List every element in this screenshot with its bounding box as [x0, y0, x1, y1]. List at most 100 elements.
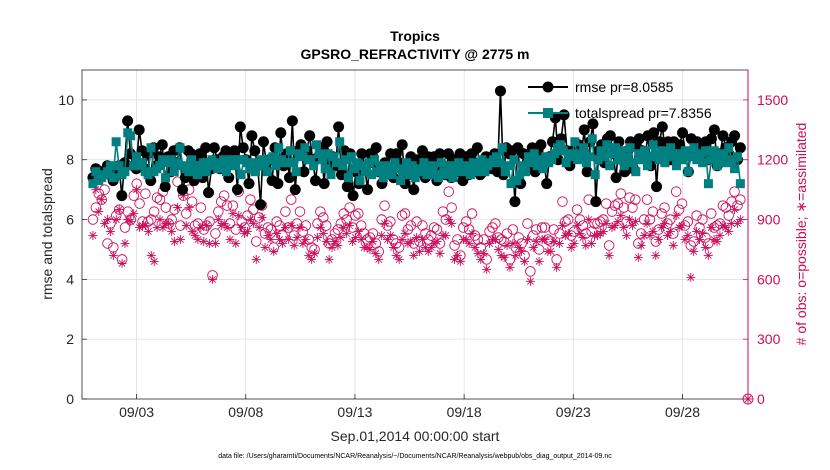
rmse-marker — [122, 115, 134, 127]
totalspread-marker — [111, 137, 121, 147]
totalspread-marker — [567, 149, 577, 159]
totalspread-marker — [683, 167, 693, 177]
totalspread-marker — [245, 164, 255, 174]
totalspread-marker — [698, 158, 708, 168]
assimilated-obs-marker — [234, 211, 244, 221]
rmse-marker — [471, 142, 483, 154]
y-right-tick-label: 600 — [757, 271, 781, 287]
totalspread-marker — [131, 152, 141, 162]
rmse-marker — [408, 184, 420, 196]
assimilated-obs-marker — [312, 232, 322, 242]
assimilated-obs-marker — [697, 229, 707, 239]
totalspread-marker — [370, 155, 380, 165]
assimilated-obs-marker — [415, 246, 425, 256]
totalspread-marker — [346, 152, 356, 162]
totalspread-marker — [558, 146, 568, 156]
assimilated-obs-marker — [280, 223, 290, 233]
totalspread-marker — [335, 137, 345, 147]
totalspread-marker — [689, 143, 699, 153]
assimilated-obs-marker — [689, 246, 699, 256]
possible-obs-marker — [571, 204, 583, 215]
totalspread-marker — [503, 161, 513, 171]
assimilated-obs-marker — [242, 227, 252, 237]
possible-obs-marker — [458, 222, 469, 233]
totalspread-marker — [314, 149, 324, 159]
assimilated-obs-marker — [572, 221, 582, 231]
totalspread-marker — [576, 149, 586, 159]
x-tick-label: 09/13 — [337, 404, 372, 420]
possible-obs-marker — [705, 208, 717, 219]
totalspread-marker — [587, 134, 597, 144]
assimilated-obs-marker — [336, 232, 346, 242]
rmse-marker — [494, 85, 506, 97]
assimilated-obs-marker — [706, 223, 716, 233]
assimilated-obs-marker — [499, 252, 509, 262]
possible-obs-marker — [507, 224, 519, 235]
possible-obs-marker — [396, 210, 408, 221]
assimilated-obs-marker — [245, 215, 255, 225]
plot-area — [82, 70, 748, 399]
totalspread-marker — [227, 155, 237, 165]
possible-obs-marker — [218, 190, 230, 201]
chart-title: Tropics — [390, 28, 440, 44]
totalspread-marker — [462, 161, 472, 171]
possible-obs-marker — [624, 192, 635, 203]
rmse-marker — [362, 184, 373, 196]
legend-marker-rmse — [542, 81, 554, 93]
possible-obs-marker — [300, 220, 312, 231]
assimilated-obs-marker — [584, 215, 594, 225]
possible-obs-marker — [659, 202, 670, 213]
totalspread-marker — [608, 149, 618, 159]
assimilated-obs-marker — [575, 229, 585, 239]
totalspread-marker — [114, 161, 124, 171]
totalspread-marker — [599, 152, 609, 162]
possible-obs-marker — [186, 196, 198, 207]
y-tick-label: 0 — [66, 391, 74, 407]
totalspread-marker — [611, 143, 621, 153]
assimilated-obs-marker — [310, 248, 320, 258]
assimilated-obs-marker — [633, 252, 643, 262]
assimilated-obs-marker — [569, 238, 579, 248]
totalspread-marker — [494, 158, 504, 168]
totalspread-marker — [436, 158, 446, 168]
assimilated-obs-marker — [175, 234, 185, 244]
totalspread-marker — [712, 161, 722, 171]
assimilated-obs-marker — [356, 234, 366, 244]
rmse-marker — [708, 124, 720, 136]
rmse-marker — [347, 190, 359, 202]
totalspread-marker — [343, 173, 353, 183]
possible-obs-marker — [210, 228, 221, 239]
totalspread-marker — [320, 164, 330, 174]
x-tick-label: 09/03 — [119, 404, 154, 420]
totalspread-marker — [120, 167, 130, 177]
totalspread-marker — [207, 155, 217, 165]
totalspread-marker — [323, 149, 333, 159]
totalspread-marker — [677, 155, 687, 165]
totalspread-marker — [309, 161, 319, 171]
totalspread-marker — [332, 158, 342, 168]
assimilated-obs-marker — [406, 236, 416, 246]
assimilated-obs-marker — [502, 240, 512, 250]
possible-obs-marker — [735, 194, 746, 205]
possible-obs-marker — [195, 202, 207, 213]
y-tick-label: 2 — [66, 331, 74, 347]
totalspread-marker — [550, 149, 560, 159]
totalspread-marker — [361, 167, 371, 177]
possible-obs-marker — [630, 194, 641, 205]
totalspread-marker — [573, 155, 583, 165]
assimilated-obs-marker — [108, 250, 118, 260]
totalspread-marker — [192, 170, 202, 180]
totalspread-marker — [274, 143, 284, 153]
rmse-marker — [255, 199, 267, 211]
possible-obs-marker — [656, 208, 667, 219]
rmse-marker — [220, 145, 232, 157]
possible-obs-marker — [563, 214, 574, 225]
totalspread-marker — [547, 155, 557, 165]
totalspread-marker — [428, 161, 438, 171]
assimilated-obs-marker — [307, 254, 317, 264]
assimilated-obs-marker — [417, 234, 427, 244]
totalspread-marker — [521, 167, 531, 177]
totalspread-marker — [695, 149, 705, 159]
totalspread-marker — [317, 155, 327, 165]
possible-obs-marker — [358, 228, 370, 239]
